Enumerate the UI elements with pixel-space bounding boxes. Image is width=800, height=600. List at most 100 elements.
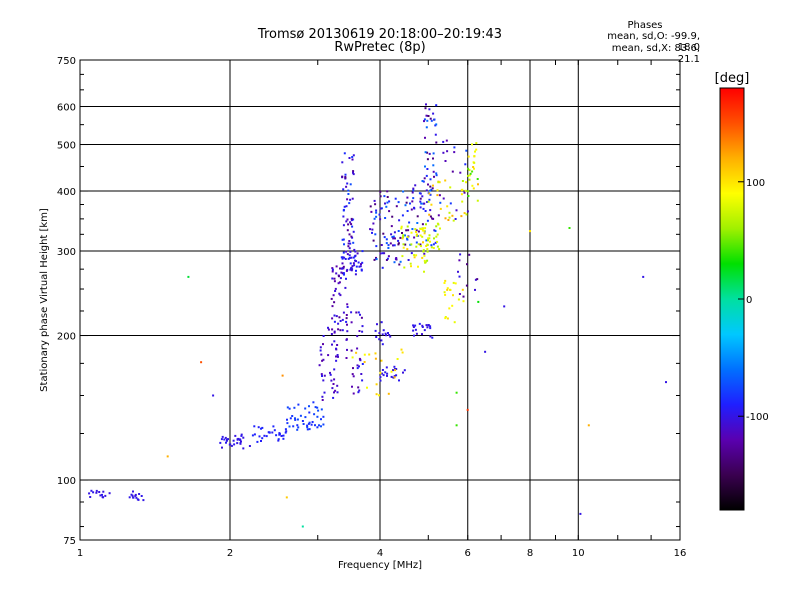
data-point xyxy=(349,250,352,253)
phase-stats-heading: Phases xyxy=(627,20,663,31)
data-point xyxy=(337,282,340,285)
data-point xyxy=(348,233,351,236)
data-point xyxy=(449,202,452,205)
data-point xyxy=(297,403,300,406)
data-point xyxy=(453,321,456,324)
data-point xyxy=(465,149,468,152)
data-point xyxy=(435,174,438,177)
data-point xyxy=(428,234,431,237)
data-point xyxy=(330,297,333,300)
data-point xyxy=(568,227,571,229)
data-point xyxy=(433,118,436,121)
data-point xyxy=(310,423,313,426)
data-point xyxy=(142,499,145,502)
data-point xyxy=(319,346,322,349)
data-point xyxy=(372,239,375,242)
data-point xyxy=(387,255,390,258)
data-point xyxy=(397,201,400,204)
data-point xyxy=(425,103,427,106)
data-point xyxy=(257,426,260,429)
data-point xyxy=(459,171,462,174)
data-point xyxy=(345,185,348,188)
data-point xyxy=(468,253,471,256)
data-point xyxy=(432,247,435,249)
data-point xyxy=(463,212,466,215)
data-point xyxy=(339,294,342,297)
data-point xyxy=(454,282,457,285)
data-point xyxy=(430,246,433,249)
data-point xyxy=(88,492,91,495)
data-point xyxy=(359,313,361,316)
data-point xyxy=(331,305,334,308)
data-point xyxy=(410,265,412,268)
data-point xyxy=(407,259,410,261)
data-point xyxy=(341,257,344,260)
data-point xyxy=(397,243,400,246)
data-point xyxy=(242,447,245,450)
data-point xyxy=(338,281,341,284)
data-point xyxy=(352,256,355,259)
data-point xyxy=(423,252,426,255)
data-point xyxy=(374,352,377,355)
data-point xyxy=(288,425,291,428)
data-point xyxy=(359,359,362,362)
data-point xyxy=(296,428,299,431)
data-point xyxy=(350,311,353,314)
data-point xyxy=(379,190,382,193)
data-point xyxy=(95,491,98,494)
data-point xyxy=(331,387,334,390)
data-point xyxy=(414,228,417,231)
data-point xyxy=(344,173,347,176)
data-point xyxy=(330,333,333,335)
data-point xyxy=(335,347,337,350)
data-point xyxy=(423,177,426,180)
data-point xyxy=(436,194,439,197)
data-point xyxy=(370,210,373,213)
data-point xyxy=(296,418,299,421)
data-point xyxy=(438,194,441,197)
x-tick-label: 16 xyxy=(674,548,687,559)
data-point xyxy=(282,434,285,437)
data-point xyxy=(448,211,451,214)
data-point xyxy=(404,243,407,246)
data-point xyxy=(425,189,428,192)
data-point xyxy=(414,324,417,327)
data-point xyxy=(336,384,339,387)
data-point xyxy=(474,150,476,153)
data-point xyxy=(398,379,400,382)
data-point xyxy=(227,438,229,441)
data-point xyxy=(474,288,476,291)
data-point xyxy=(373,258,376,261)
data-point xyxy=(236,442,239,445)
data-point xyxy=(378,394,380,397)
data-point xyxy=(251,434,254,437)
data-point xyxy=(381,343,384,346)
data-point xyxy=(311,421,314,423)
data-point xyxy=(322,335,325,337)
data-point xyxy=(426,119,429,122)
data-point xyxy=(333,368,336,371)
data-point xyxy=(371,231,373,234)
data-point xyxy=(412,326,415,328)
data-point xyxy=(363,353,366,356)
data-point xyxy=(339,329,342,332)
data-point xyxy=(432,164,435,167)
data-point xyxy=(212,394,215,397)
data-point xyxy=(350,349,353,352)
data-point xyxy=(433,237,435,240)
data-point xyxy=(224,436,227,439)
data-point xyxy=(410,208,413,211)
data-point xyxy=(301,525,304,528)
data-point xyxy=(333,378,336,381)
data-point xyxy=(461,188,464,191)
data-point xyxy=(384,217,387,219)
data-point xyxy=(579,512,582,515)
data-point xyxy=(331,270,334,273)
data-point xyxy=(476,278,479,281)
data-point xyxy=(529,230,531,233)
data-point xyxy=(327,326,329,329)
data-point xyxy=(374,357,377,360)
data-point xyxy=(318,424,320,427)
data-point xyxy=(350,256,353,259)
data-point xyxy=(381,266,384,269)
